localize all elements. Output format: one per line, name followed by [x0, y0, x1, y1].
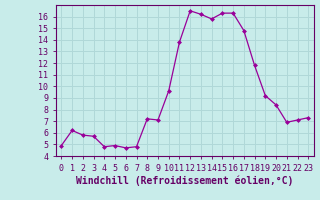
X-axis label: Windchill (Refroidissement éolien,°C): Windchill (Refroidissement éolien,°C)	[76, 175, 293, 186]
